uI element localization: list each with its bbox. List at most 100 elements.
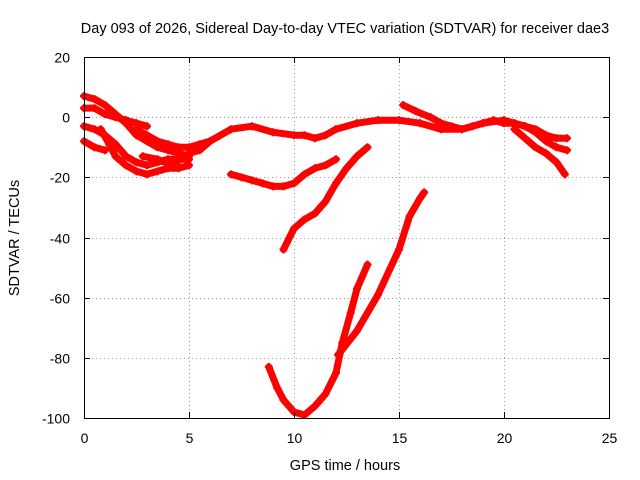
plot-frame bbox=[84, 57, 610, 419]
data-point bbox=[248, 122, 256, 131]
data-point bbox=[258, 179, 267, 188]
data-point bbox=[132, 167, 141, 176]
data-point bbox=[122, 152, 130, 161]
data-point bbox=[563, 134, 571, 143]
data-point bbox=[168, 161, 177, 170]
y-tick-label: -40 bbox=[50, 231, 70, 247]
data-point bbox=[279, 182, 288, 191]
data-point bbox=[447, 122, 456, 131]
data-point bbox=[111, 152, 120, 161]
data-point bbox=[311, 134, 319, 143]
data-point bbox=[206, 137, 214, 146]
data-point bbox=[542, 131, 550, 140]
data-point bbox=[468, 122, 477, 131]
data-point bbox=[489, 116, 498, 125]
data-point bbox=[143, 122, 151, 131]
series-track-8 bbox=[399, 101, 529, 134]
data-point bbox=[552, 158, 561, 167]
data-point bbox=[300, 215, 309, 224]
x-tick-label: 10 bbox=[287, 430, 303, 446]
data-point bbox=[153, 155, 162, 164]
data-point bbox=[273, 383, 282, 392]
data-point bbox=[420, 188, 429, 197]
data-point bbox=[290, 224, 298, 233]
series-track-14 bbox=[334, 188, 429, 359]
data-point bbox=[563, 146, 571, 155]
data-point bbox=[311, 164, 319, 173]
x-tick-labels: 0 5 10 15 20 25 bbox=[81, 430, 618, 446]
series-track-2 bbox=[80, 104, 151, 131]
data-point bbox=[363, 260, 372, 269]
data-point bbox=[90, 143, 99, 152]
data-point bbox=[138, 152, 147, 161]
series-trace bbox=[511, 125, 569, 178]
data-point bbox=[132, 125, 141, 134]
data-point bbox=[560, 170, 569, 179]
data-point bbox=[321, 131, 330, 140]
data-point bbox=[143, 170, 151, 179]
data-point bbox=[185, 143, 193, 152]
data-point bbox=[122, 116, 130, 125]
data-point bbox=[531, 125, 540, 134]
data-point bbox=[353, 119, 361, 128]
data-point bbox=[332, 368, 340, 377]
data-point bbox=[227, 125, 235, 134]
data-point bbox=[405, 212, 414, 221]
data-point bbox=[101, 101, 109, 110]
data-point bbox=[237, 173, 246, 182]
data-point bbox=[143, 131, 151, 140]
x-tick-label: 5 bbox=[186, 430, 194, 446]
data-point bbox=[122, 161, 130, 170]
data-point bbox=[111, 113, 120, 122]
data-point bbox=[143, 161, 151, 170]
series-group bbox=[80, 92, 571, 419]
data-point bbox=[132, 158, 141, 167]
data-point bbox=[479, 119, 487, 128]
y-tick-label: 20 bbox=[54, 50, 70, 66]
data-point bbox=[264, 362, 273, 371]
data-point bbox=[279, 395, 288, 404]
data-point bbox=[300, 131, 309, 140]
data-point bbox=[353, 326, 361, 335]
data-point bbox=[311, 209, 319, 218]
data-point bbox=[542, 149, 550, 158]
data-point bbox=[300, 170, 309, 179]
data-point bbox=[300, 410, 309, 419]
data-point bbox=[174, 143, 183, 152]
y-tick-label: 0 bbox=[62, 110, 70, 126]
y-tick-label: -100 bbox=[42, 411, 70, 427]
chart-title: Day 093 of 2026, Sidereal Day-to-day VTE… bbox=[81, 21, 609, 37]
data-point bbox=[334, 350, 343, 359]
data-point bbox=[458, 125, 466, 134]
series-track-7 bbox=[132, 125, 214, 152]
series-track-11 bbox=[227, 155, 340, 191]
series-trace bbox=[227, 155, 340, 190]
series-track-10 bbox=[510, 125, 569, 179]
data-point bbox=[552, 143, 561, 152]
data-point bbox=[105, 140, 114, 149]
data-point bbox=[269, 182, 277, 191]
y-axis-label: SDTVAR / TECUs bbox=[7, 180, 23, 296]
data-point bbox=[101, 146, 109, 155]
data-point bbox=[153, 137, 162, 146]
data-point bbox=[531, 143, 540, 152]
data-point bbox=[521, 122, 529, 131]
data-point bbox=[174, 164, 183, 173]
series-trace bbox=[265, 261, 371, 419]
data-point bbox=[101, 110, 109, 119]
data-point bbox=[510, 125, 519, 134]
data-point bbox=[411, 107, 420, 116]
data-point bbox=[248, 176, 256, 185]
x-tick-label: 25 bbox=[602, 430, 618, 446]
data-point bbox=[353, 284, 361, 293]
data-point bbox=[195, 140, 204, 149]
data-point bbox=[321, 197, 330, 206]
data-point bbox=[416, 119, 424, 128]
data-point bbox=[552, 134, 561, 143]
data-point bbox=[311, 401, 319, 410]
data-point bbox=[342, 164, 351, 173]
data-point bbox=[332, 125, 340, 134]
data-point bbox=[399, 101, 408, 110]
data-point bbox=[374, 290, 382, 299]
